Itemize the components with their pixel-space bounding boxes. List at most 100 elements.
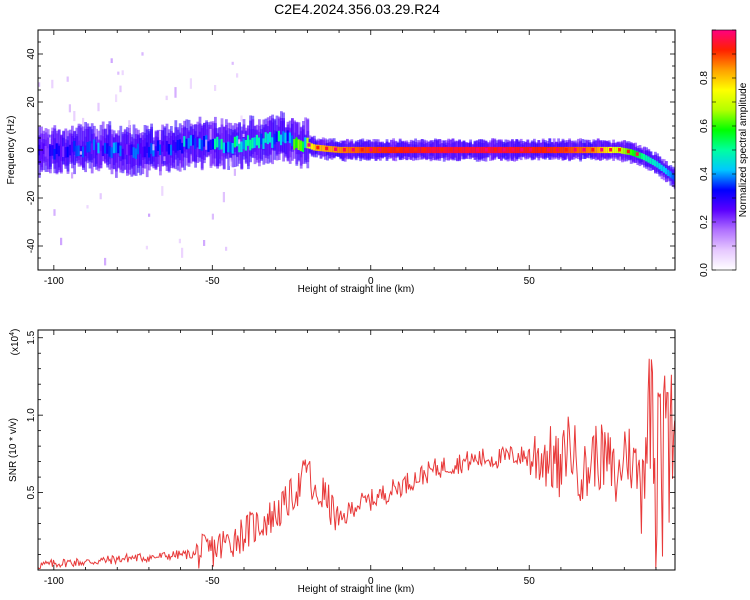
heatmap-cell	[376, 146, 380, 154]
heatmap-cell	[520, 148, 524, 152]
heatmap-cell	[600, 148, 604, 152]
heatmap-cell	[66, 76, 69, 82]
heatmap-cell	[407, 146, 411, 154]
heatmap-cell	[152, 145, 156, 157]
heatmap-cell	[511, 148, 515, 152]
heatmap-cell	[449, 148, 453, 152]
heatmap-cell	[79, 145, 83, 157]
heatmap-cell	[255, 130, 259, 163]
heatmap-cell	[123, 143, 127, 155]
heatmap-cell	[84, 122, 87, 162]
heatmap-cell	[130, 144, 134, 155]
heatmap-cell	[513, 146, 516, 154]
heatmap-cell	[339, 146, 343, 154]
heatmap-cell	[357, 146, 360, 154]
colorbar-tick-label: 0.0	[699, 263, 710, 277]
heatmap-cell	[117, 71, 120, 75]
heatmap-cell	[469, 146, 472, 154]
heatmap-cell	[55, 143, 59, 154]
heatmap-cell	[115, 135, 118, 178]
heatmap-cell	[112, 142, 116, 154]
heatmap-cell	[325, 146, 329, 151]
heatmap-cell	[634, 150, 637, 157]
heatmap-cell	[95, 129, 98, 137]
heatmap-cell	[669, 171, 673, 178]
heatmap-cell	[649, 157, 653, 164]
heatmap-cell	[211, 213, 214, 220]
heatmap-cell	[104, 142, 107, 154]
heatmap-cell	[288, 132, 292, 144]
heatmap-cell	[209, 128, 212, 140]
heatmap-cell	[40, 148, 43, 160]
heatmap-cell	[293, 139, 296, 150]
heatmap-cell	[643, 154, 646, 161]
heatmap-cell	[189, 135, 193, 146]
heatmap-cell	[489, 146, 492, 154]
heatmap-cell	[71, 172, 74, 179]
spectrogram-xlabel: Height of straight line (km)	[298, 284, 415, 295]
heatmap-cell	[187, 138, 191, 149]
heatmap-cell	[119, 85, 122, 93]
heatmap-cell	[231, 61, 234, 65]
heatmap-cell	[582, 148, 586, 152]
heatmap-cell	[75, 145, 79, 157]
heatmap-cell	[214, 138, 217, 150]
heatmap-cell	[99, 135, 103, 169]
y-tick-label: 40	[26, 48, 37, 60]
x-tick-label: 50	[524, 576, 536, 587]
heatmap-cell	[205, 139, 208, 150]
heatmap-cell	[262, 119, 266, 151]
y-tick-label: 0.5	[26, 485, 37, 499]
heatmap-cell	[176, 140, 180, 151]
x-tick-label: -50	[205, 576, 220, 587]
heatmap-cell	[134, 128, 138, 165]
heatmap-cell	[297, 139, 301, 150]
heatmap-cell	[645, 155, 648, 162]
heatmap-cell	[126, 144, 129, 155]
heatmap-cell	[573, 148, 577, 152]
heatmap-cell	[260, 133, 263, 145]
heatmap-cell	[275, 131, 279, 142]
heatmap-cell	[351, 148, 355, 152]
heatmap-cell	[38, 136, 41, 178]
heatmap-cell	[148, 146, 151, 158]
heatmap-cell	[42, 139, 46, 171]
heatmap-cell	[282, 131, 285, 142]
heatmap-cell	[101, 121, 105, 162]
heatmap-cell	[141, 146, 145, 158]
heatmap-cell	[260, 133, 263, 160]
heatmap-cell	[491, 146, 494, 154]
heatmap-cell	[374, 146, 378, 154]
heatmap-cell	[538, 148, 542, 152]
heatmap-cell	[240, 115, 243, 122]
heatmap-cell	[354, 146, 358, 154]
heatmap-cell	[104, 257, 107, 266]
heatmap-cell	[277, 130, 281, 142]
heatmap-cell	[240, 141, 244, 153]
heatmap-cell	[159, 130, 162, 140]
heatmap-cell	[660, 164, 664, 171]
snr-frame	[37, 329, 676, 571]
heatmap-cell	[121, 70, 124, 76]
colorbar-ticks: 0.0 0.2 0.4 0.6 0.8	[699, 29, 736, 277]
heatmap-cell	[658, 163, 662, 170]
heatmap-cell	[194, 138, 197, 149]
heatmap-cell	[53, 209, 56, 216]
heatmap-cell	[638, 152, 642, 159]
heatmap-cell	[211, 138, 215, 150]
heatmap-cell	[73, 140, 76, 152]
heatmap-cell	[152, 144, 155, 151]
heatmap-cell	[249, 139, 252, 151]
heatmap-cell	[632, 149, 635, 156]
heatmap-cell	[231, 125, 235, 156]
heatmap-cell	[141, 52, 144, 56]
heatmap-cell	[225, 119, 228, 158]
heatmap-cell	[181, 125, 184, 161]
heatmap-cell	[51, 145, 54, 156]
heatmap-cell	[517, 146, 521, 154]
heatmap-cell	[44, 146, 48, 157]
heatmap-cell	[90, 143, 94, 154]
heatmap-cell	[307, 143, 311, 147]
heatmap-cell	[464, 146, 468, 154]
